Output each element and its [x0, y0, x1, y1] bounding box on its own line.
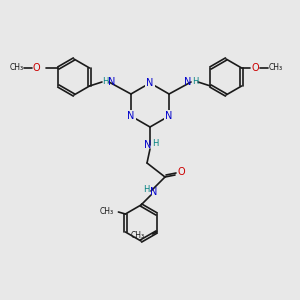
Text: H: H [143, 184, 149, 194]
Text: CH₃: CH₃ [268, 64, 283, 73]
Text: N: N [184, 77, 192, 87]
Text: N: N [150, 187, 158, 197]
Text: CH₃: CH₃ [130, 232, 145, 241]
Text: CH₃: CH₃ [99, 208, 113, 217]
Text: N: N [127, 111, 135, 121]
Text: H: H [152, 139, 158, 148]
Text: N: N [144, 140, 152, 150]
Text: N: N [108, 77, 116, 87]
Text: N: N [146, 78, 154, 88]
Text: O: O [177, 167, 185, 177]
Text: O: O [32, 63, 40, 73]
Text: N: N [165, 111, 173, 121]
Text: CH₃: CH₃ [9, 64, 23, 73]
Text: H: H [102, 76, 108, 85]
Text: H: H [192, 76, 198, 85]
Text: O: O [252, 63, 260, 73]
